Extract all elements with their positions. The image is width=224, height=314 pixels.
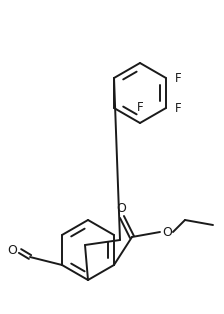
Text: O: O	[7, 245, 17, 257]
Text: F: F	[175, 101, 182, 115]
Text: F: F	[137, 101, 143, 114]
Text: F: F	[175, 72, 182, 84]
Text: O: O	[162, 225, 172, 239]
Text: O: O	[116, 202, 126, 214]
